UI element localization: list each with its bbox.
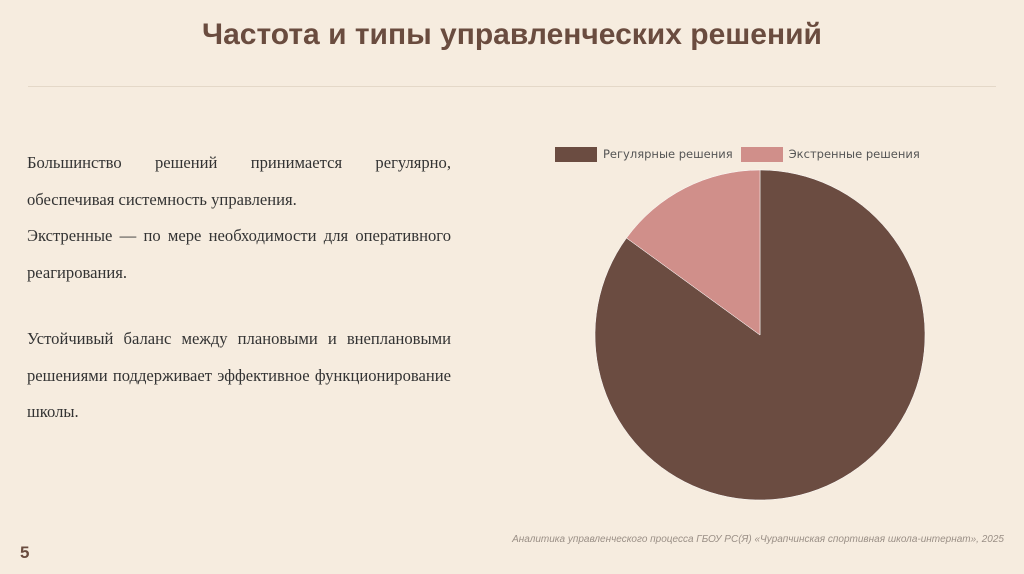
paragraph-balance: Устойчивый баланс между плановыми и внеп… (27, 329, 451, 421)
legend-swatch-emergency (740, 146, 783, 162)
paragraph-regular: Большинство решений принимается регулярн… (27, 153, 451, 209)
chart-legend: Регулярные решения Экстренные решения (555, 145, 928, 163)
legend-swatch-regular (555, 146, 597, 162)
legend-label-regular: Регулярные решения (603, 147, 733, 161)
pie-chart (594, 169, 926, 501)
slide-title: Частота и типы управленческих решений (202, 18, 822, 51)
title-divider (28, 86, 996, 87)
legend-item-regular: Регулярные решения (555, 146, 733, 162)
page-number: 5 (20, 543, 30, 562)
legend-item-emergency: Экстренные решения (740, 146, 920, 162)
legend-label-emergency: Экстренные решения (788, 147, 920, 161)
pie-slice-emergency (626, 169, 761, 336)
paragraph-emergency: Экстренные — по мере необходимости для о… (27, 226, 451, 282)
body-text: Большинство решений принимается регулярн… (27, 145, 451, 431)
footer-source-note: Аналитика управленческого процесса ГБОУ … (512, 534, 1004, 545)
